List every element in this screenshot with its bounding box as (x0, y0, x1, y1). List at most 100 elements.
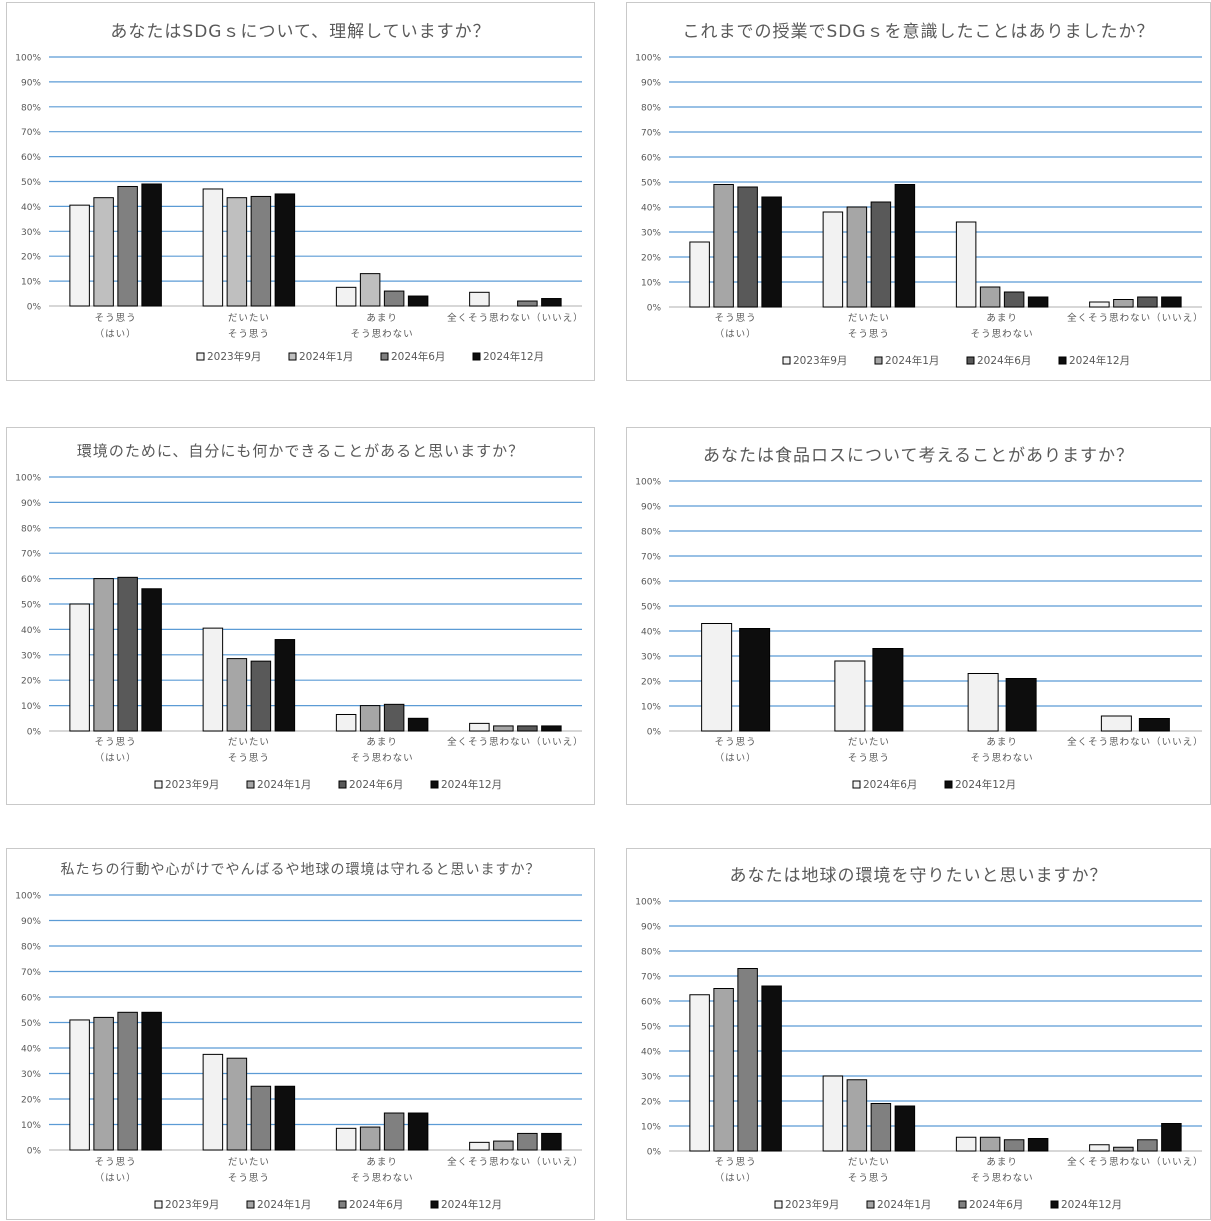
category-label: そう思わない (351, 1173, 414, 1184)
y-tick-label: 0% (647, 1148, 662, 1158)
bar (335, 713, 357, 732)
y-tick-label: 20% (21, 677, 41, 687)
bar (407, 1112, 429, 1151)
bar (1027, 1138, 1049, 1152)
bar (93, 197, 114, 307)
bar (737, 186, 758, 308)
category-label: そう思う (848, 329, 890, 340)
y-tick-label: 20% (641, 1098, 661, 1108)
bar-chart: 0% 10% 20% 30% 40% 50% 60% 70% 80% 90% 100% そう思う （はい… (15, 892, 582, 1212)
bar (894, 1105, 916, 1152)
bar (117, 1011, 138, 1151)
bar (202, 627, 224, 732)
y-tick-label: 80% (641, 948, 661, 958)
legend-swatch (866, 1200, 875, 1209)
category-label: 全くそう思わない（いいえ） (1067, 312, 1204, 324)
legend-swatch (154, 1200, 163, 1209)
category-label: あまり (366, 313, 398, 324)
category-label: そう思う (95, 1157, 137, 1168)
legend-swatch (966, 356, 975, 365)
bar (701, 623, 733, 732)
y-tick-label: 0% (27, 303, 42, 313)
y-tick-label: 60% (641, 998, 661, 1008)
bar (469, 291, 490, 307)
y-tick-label: 10% (21, 702, 41, 712)
category-label: そう思う (848, 753, 890, 764)
category-label: そう思わない (351, 753, 414, 764)
y-tick-label: 100% (635, 898, 661, 908)
chart-panel-sdgs-in-class: これまでの授業でSDGｓを意識したことはありましたか？ 0% 10% 20% 30% 4… (626, 2, 1211, 381)
bar (117, 185, 138, 307)
chart-title: あなたは食品ロスについて考えることがありますか？ (703, 446, 1134, 466)
legend-swatch (944, 780, 953, 789)
y-tick-label: 80% (641, 104, 661, 114)
category-label: あまり (986, 737, 1018, 748)
category-label: そう思わない (351, 329, 414, 340)
y-tick-label: 0% (647, 728, 662, 738)
y-tick-label: 70% (21, 128, 41, 138)
y-tick-label: 50% (21, 1019, 41, 1029)
bar (1027, 296, 1049, 308)
legend-swatch (958, 1200, 967, 1209)
bar (93, 578, 114, 732)
bar (359, 1126, 381, 1151)
y-tick-label: 90% (21, 499, 41, 509)
y-tick-label: 80% (641, 528, 661, 538)
bar (141, 1011, 162, 1151)
y-tick-label: 10% (641, 703, 661, 713)
chart-title: あなたは地球の環境を守りたいと思いますか？ (729, 866, 1108, 886)
bar (250, 1085, 272, 1151)
category-label: だいたい (228, 1157, 270, 1168)
category-label: だいたい (848, 1157, 890, 1168)
bar (872, 648, 904, 732)
y-tick-label: 60% (641, 154, 661, 164)
category-label: 全くそう思わない（いいえ） (1067, 736, 1204, 748)
category-label: 全くそう思わない（いいえ） (447, 312, 584, 324)
legend-swatch (154, 780, 163, 789)
y-tick-label: 40% (641, 628, 661, 638)
legend-label: 2024年6月 (977, 354, 1031, 367)
chart-panel-protect-environment-belief: 私たちの行動や心がけでやんばるや地球の環境は守れると思いますか？ 0% 10% 20… (6, 848, 595, 1220)
legend-swatch (1050, 1200, 1059, 1209)
chart-title: あなたはSDGｓについて、理解していますか？ (110, 22, 491, 42)
legend-swatch (430, 780, 439, 789)
bar (93, 1016, 114, 1151)
y-tick-label: 50% (21, 601, 41, 611)
bar (1161, 296, 1182, 308)
legend-swatch (874, 356, 883, 365)
y-tick-label: 70% (641, 973, 661, 983)
bar (1003, 1139, 1025, 1152)
legend-label: 2024年12月 (1069, 354, 1130, 367)
chart-panel-sdgs-understanding: あなたはSDGｓについて、理解していますか？ 0% 10% 20% 30% 40% 50%… (6, 2, 595, 381)
y-tick-label: 70% (21, 968, 41, 978)
bar (69, 1019, 90, 1151)
bar (141, 588, 162, 732)
y-tick-label: 40% (21, 203, 41, 213)
category-label: そう思う (228, 329, 270, 340)
bar (1100, 715, 1132, 732)
y-tick-label: 100% (15, 54, 41, 64)
bar (469, 722, 490, 732)
bar (689, 241, 710, 308)
legend-label: 2024年1月 (257, 778, 311, 791)
bar (69, 204, 90, 307)
legend-label: 2023年9月 (793, 354, 847, 367)
bar (517, 1132, 538, 1151)
legend-swatch (246, 780, 255, 789)
y-tick-label: 90% (641, 503, 661, 513)
bar (541, 298, 562, 307)
category-label: （はい） (715, 328, 757, 340)
bar (689, 994, 710, 1152)
legend-label: 2024年1月 (877, 1198, 931, 1211)
bar (846, 1079, 868, 1152)
legend-swatch (338, 780, 347, 789)
legend-swatch (338, 1200, 347, 1209)
category-label: あまり (986, 1157, 1018, 1168)
y-tick-label: 10% (21, 1121, 41, 1131)
bar (761, 985, 782, 1152)
bar (359, 273, 381, 307)
y-tick-label: 80% (21, 524, 41, 534)
legend-label: 2024年1月 (257, 1198, 311, 1211)
y-tick-label: 90% (641, 923, 661, 933)
y-tick-label: 100% (635, 478, 661, 488)
